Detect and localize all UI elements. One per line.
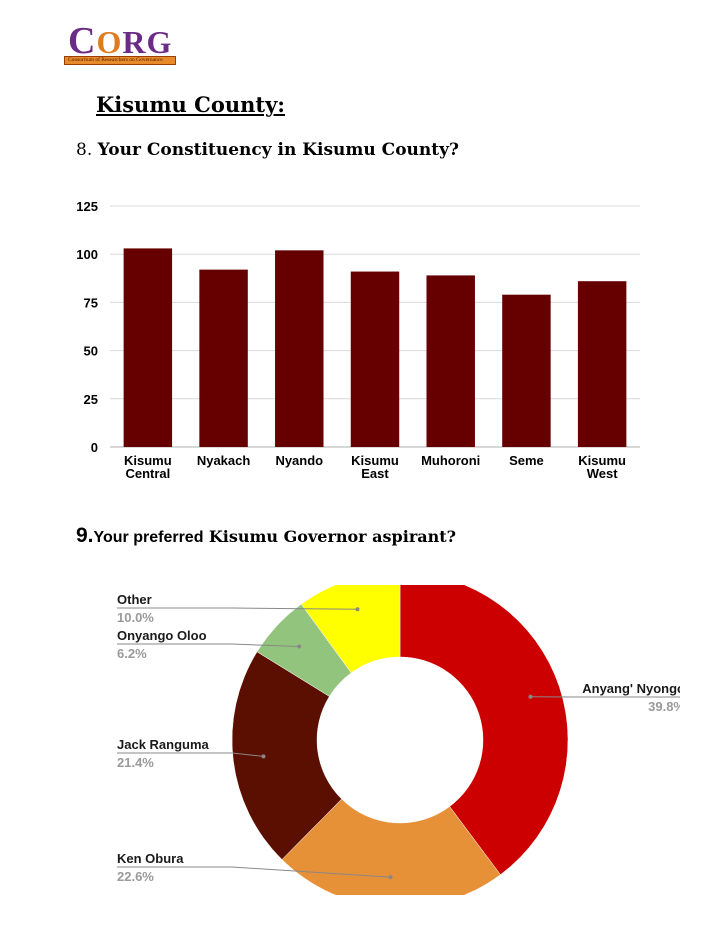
x-category-label-line: Nyando [275,453,323,468]
question-9-number: 9. [76,524,94,547]
bar [350,271,400,447]
pie-slice [281,798,501,895]
question-8-text: Your Constituency in Kisumu County? [97,140,459,160]
x-category-label-line: Kisumu [578,453,626,468]
slice-percent-label: 21.4% [117,755,154,770]
y-tick-label: 25 [84,392,98,407]
x-category-label-line: Nyakach [197,453,251,468]
x-category-label: Kisumu West [578,453,626,481]
bar [426,275,475,447]
slice-name-label: Jack Ranguma [117,737,210,752]
slice-name-label: Other [117,592,152,607]
slice-percent-label: 10.0% [117,610,154,625]
leader-line [117,643,300,648]
bar [577,281,627,447]
x-category-label-line: East [361,466,389,481]
bar [123,248,173,447]
pie-slice [231,651,343,860]
logo-tagline-band: Consortium of Researchers on Governance [64,56,176,65]
bar [199,269,248,447]
x-category-label-line: Central [125,466,170,481]
slice-name-label: Onyango Oloo [117,628,207,643]
x-category-label-line: Kisumu [124,453,172,468]
leader-line [117,607,358,610]
slice-name-label: Ken Obura [117,851,184,866]
leader-dot [261,754,266,759]
y-tick-label: 100 [76,247,98,262]
question-9-heading: 9.Your preferred Kisumu Governor aspiran… [76,524,456,548]
y-tick-label: 0 [91,440,98,455]
question-8-number: 8. [76,140,93,160]
x-category-label-line: Seme [509,453,544,468]
leader-line [117,866,391,878]
x-category-label: Nyakach [197,453,251,468]
x-category-label: Nyando [275,453,323,468]
bar [275,250,324,447]
x-category-label-line: Kisumu [351,453,399,468]
leader-dot [355,607,360,612]
x-category-label: Kisumu East [351,453,399,481]
x-category-label: Seme [509,453,544,468]
x-category-label: Muhoroni [421,453,480,468]
question-9-text-a: Your preferred [93,529,204,546]
y-tick-label: 75 [84,295,98,310]
county-title: Kisumu County: [96,92,286,117]
leader-dot [388,875,393,880]
leader-dot [297,644,302,649]
question-9-text-b: Kisumu Governor aspirant? [208,527,457,546]
slice-percent-label: 22.6% [117,869,154,884]
governor-donut-chart: Anyang' Nyongo 39.8% Ken Obura 22.6% Jack Ra… [117,585,680,895]
bar [502,294,551,447]
pie-slice [399,585,569,876]
x-category-label: Kisumu Central [124,453,172,481]
logo-wordmark: CORG [68,20,173,62]
y-tick-label: 125 [76,199,98,214]
pie-slice [300,585,401,674]
question-8-heading: 8. Your Constituency in Kisumu County? [76,140,459,160]
x-category-label-line: Muhoroni [421,453,480,468]
slice-percent-label: 6.2% [117,646,147,661]
slice-percent-label: 39.8% [648,699,680,714]
leader-line [117,752,264,757]
leader-dot [528,694,533,699]
corg-logo: CORG Consortium of Researchers on Govern… [64,20,176,68]
slice-name-label: Anyang' Nyongo [582,681,680,696]
y-tick-label: 50 [84,344,98,359]
x-category-label-line: West [587,466,618,481]
logo-tagline: Consortium of Researchers on Governance [68,57,163,63]
